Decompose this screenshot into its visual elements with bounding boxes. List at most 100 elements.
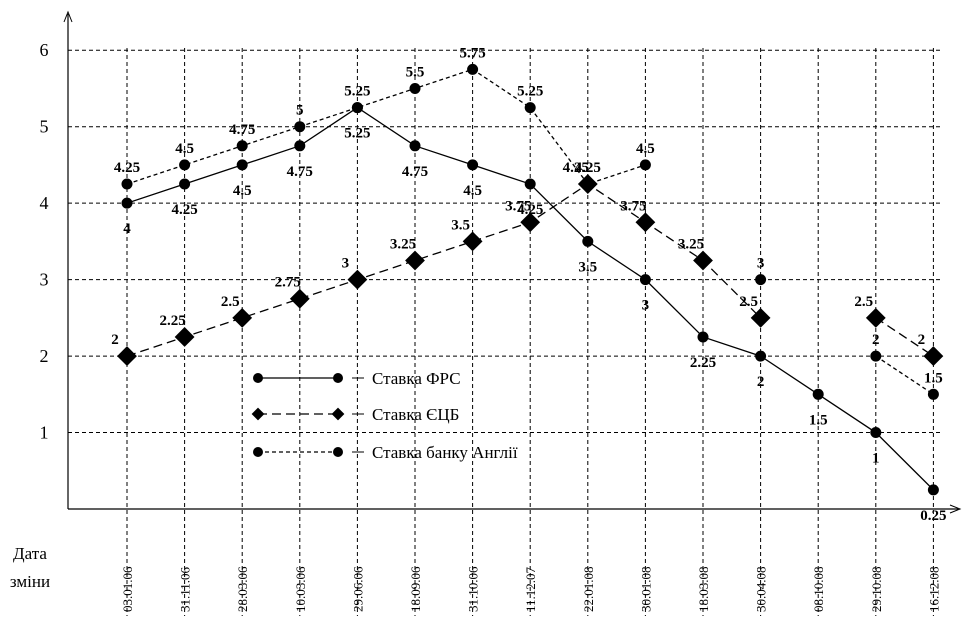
x-tick-label: 22.01.08 — [581, 567, 596, 613]
legend-label: Ставка ФРС — [372, 369, 461, 388]
legend-marker — [333, 447, 343, 457]
legend-entry: Ставка банку Англії — [253, 443, 518, 462]
x-tick-label: 11.12.07 — [523, 566, 538, 612]
data-label: 5.25 — [517, 84, 543, 100]
data-label: 1.5 — [809, 412, 828, 428]
x-tick-label: 30.04.08 — [754, 567, 769, 613]
data-label: 3 — [757, 256, 765, 272]
data-label: 4.5 — [233, 183, 252, 199]
data-label: 5.5 — [406, 64, 425, 80]
x-tick-label: 31.10.06 — [466, 566, 481, 612]
point — [812, 388, 824, 400]
x-tick-label: 18.03.08 — [696, 567, 711, 613]
x-tick-label: 29.10.08 — [869, 567, 884, 613]
point — [179, 178, 191, 190]
data-label: 2 — [872, 332, 880, 348]
y-tick-label: 4 — [40, 193, 49, 213]
point — [467, 63, 479, 75]
legend-entry: Ставка ЄЦБ — [251, 405, 459, 424]
point — [405, 250, 425, 271]
data-label: 4.5 — [463, 183, 482, 199]
point — [750, 307, 771, 328]
y-tick-label: 3 — [40, 270, 49, 290]
point — [755, 274, 767, 286]
series-line — [875, 355, 934, 395]
y-axis-arrow — [63, 10, 73, 23]
point — [289, 288, 310, 309]
x-tick-label: 03.01.06 — [120, 566, 135, 612]
point — [467, 159, 479, 171]
point — [236, 159, 248, 171]
point — [693, 250, 713, 271]
y-tick-label: 2 — [40, 346, 49, 366]
data-label: 3.5 — [451, 217, 470, 233]
data-label: 2.25 — [690, 355, 716, 371]
data-label: 3.75 — [505, 198, 531, 214]
data-label: 5.25 — [344, 126, 370, 142]
data-label: 2 — [111, 332, 119, 348]
legend-marker — [253, 447, 263, 457]
x-tick-label: 18.09.06 — [408, 566, 423, 612]
data-label: 3.75 — [620, 198, 646, 214]
point — [870, 350, 882, 362]
point — [639, 159, 651, 171]
legend-marker — [333, 373, 343, 383]
data-label: 2.25 — [159, 313, 185, 329]
point — [462, 231, 483, 252]
data-label: 2.5 — [854, 294, 873, 310]
y-tick-label: 5 — [40, 117, 49, 137]
data-label: 4.75 — [229, 122, 255, 138]
data-label: 2 — [757, 374, 765, 390]
point — [582, 235, 594, 247]
y-tick-label: 6 — [40, 40, 49, 60]
series-line — [875, 317, 934, 357]
point — [179, 159, 191, 171]
legend-marker — [253, 373, 263, 383]
data-label: 3.25 — [390, 237, 416, 253]
data-label: 4.25 — [517, 202, 543, 218]
legend-marker — [251, 407, 265, 421]
data-label: 2.75 — [275, 275, 301, 291]
data-label: 1.5 — [924, 370, 943, 386]
data-label: 5.25 — [344, 84, 370, 100]
point — [524, 178, 536, 190]
point — [409, 140, 421, 152]
data-label: 4.25 — [171, 202, 197, 218]
data-label: 1 — [872, 451, 880, 467]
data-label: 4.25 — [114, 160, 140, 176]
point — [870, 427, 882, 439]
point — [294, 140, 306, 152]
data-label: 4.5 — [175, 141, 194, 157]
point — [755, 350, 767, 362]
point — [923, 346, 944, 366]
point — [927, 484, 939, 496]
x-tick-label: 10.03.06 — [293, 566, 308, 612]
point — [927, 388, 939, 400]
x-tick-label: 16.12.08 — [926, 567, 941, 613]
legend-entry: Ставка ФРС — [253, 369, 461, 388]
point — [236, 140, 248, 152]
x-tick-label: 29.06.06 — [350, 566, 365, 612]
x-axis-label: Дата зміни — [9, 544, 51, 591]
point — [697, 331, 709, 343]
series-line — [126, 183, 762, 357]
point — [639, 274, 651, 286]
point — [294, 121, 306, 133]
series-line — [126, 68, 646, 185]
data-label: 4.75 — [402, 164, 428, 180]
data-label: 2.5 — [739, 294, 758, 310]
point — [232, 307, 253, 328]
y-tick-label: 1 — [40, 423, 49, 443]
point — [635, 212, 656, 233]
point — [351, 102, 363, 114]
data-label: 4 — [123, 221, 131, 237]
point — [865, 307, 886, 328]
point — [524, 102, 536, 114]
x-tick-label: 31.11.06 — [178, 566, 193, 612]
data-label: 4.25 — [575, 160, 601, 176]
data-label: 4.5 — [636, 141, 655, 157]
x-tick-label: 08.10.08 — [811, 567, 826, 613]
data-label: 5.75 — [459, 45, 485, 61]
point — [582, 178, 594, 190]
